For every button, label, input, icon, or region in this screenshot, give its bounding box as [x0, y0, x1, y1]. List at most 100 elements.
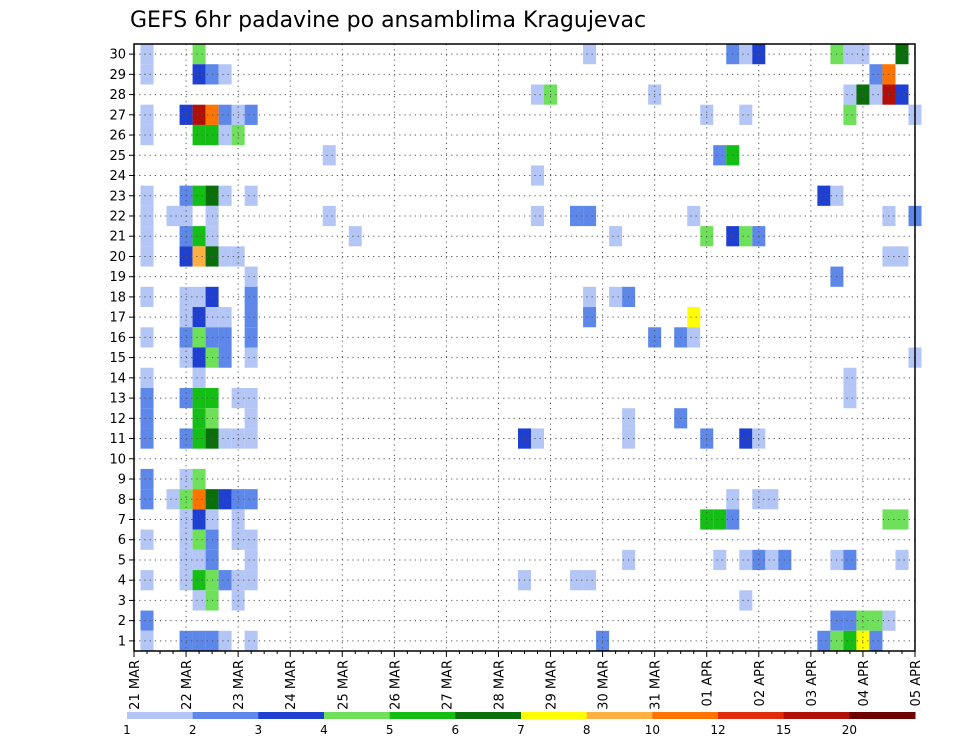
precip-cell: [843, 44, 857, 65]
precip-cell: [192, 327, 206, 348]
precip-cell: [192, 124, 206, 146]
precip-cell: [166, 489, 180, 510]
precip-cell: [218, 64, 232, 85]
precip-cell: [192, 185, 206, 206]
precip-cell: [244, 408, 258, 429]
y-tick-label: 7: [118, 513, 126, 528]
y-tick-label: 13: [109, 392, 126, 407]
y-tick-label: 29: [109, 68, 126, 83]
precip-cell: [843, 630, 857, 651]
precip-cell: [140, 387, 154, 409]
precip-cell: [244, 307, 258, 328]
precip-cell: [531, 84, 545, 105]
precip-cell: [583, 307, 597, 328]
colorbar-label: 15: [776, 723, 791, 737]
precip-cell: [817, 185, 831, 206]
precip-cell: [843, 367, 857, 388]
precip-cell: [244, 428, 258, 449]
precip-cell: [192, 64, 206, 85]
precip-cell: [192, 246, 206, 267]
x-tick-label: 22 MAR: [180, 660, 195, 710]
x-tick-label: 31 MAR: [649, 660, 664, 710]
precip-cell: [739, 44, 753, 65]
precip-cell: [244, 549, 258, 571]
colorbar-segment: [127, 712, 194, 719]
precip-cell: [583, 570, 597, 591]
precip-cell: [244, 529, 258, 550]
x-tick-label: 26 MAR: [388, 660, 403, 710]
y-tick-label: 26: [109, 129, 126, 144]
colorbar-label: 3: [255, 723, 263, 737]
precip-cell: [140, 428, 154, 449]
y-tick-label: 28: [109, 88, 126, 103]
precip-cell: [218, 124, 232, 146]
y-tick-label: 18: [109, 290, 126, 305]
x-tick-label: 02 APR: [753, 660, 768, 706]
precip-cell: [713, 509, 727, 530]
precip-cell: [739, 104, 753, 125]
precip-cell: [244, 185, 258, 206]
colorbar-label: 5: [386, 723, 394, 737]
precip-cell: [583, 286, 597, 308]
colorbar-segment: [192, 712, 259, 719]
precip-cell: [140, 124, 154, 146]
colorbar-label: 7: [517, 723, 525, 737]
precip-cell: [218, 630, 232, 651]
x-tick-label: 05 APR: [909, 660, 924, 706]
colorbar-label: 6: [452, 723, 460, 737]
precip-cell: [192, 509, 206, 530]
colorbar-segment: [324, 712, 391, 719]
precip-cell: [531, 205, 545, 227]
y-tick-label: 9: [118, 473, 126, 488]
precip-cell: [140, 44, 154, 65]
precip-cell: [713, 549, 727, 571]
precip-cell: [843, 387, 857, 409]
y-tick-label: 4: [118, 574, 126, 589]
colorbar-label: 8: [583, 723, 591, 737]
x-tick-label: 30 MAR: [597, 660, 612, 710]
y-tick-label: 8: [118, 493, 126, 508]
precip-cell: [869, 84, 883, 105]
precip-cell: [218, 104, 232, 125]
precip-cell: [140, 286, 154, 308]
precip-cell: [140, 205, 154, 227]
precip-cell: [140, 104, 154, 125]
precip-cell: [192, 307, 206, 328]
x-tick-label: 03 APR: [805, 660, 820, 706]
precip-cell: [192, 549, 206, 571]
precip-cell: [869, 64, 883, 85]
precip-cell: [244, 104, 258, 125]
y-tick-label: 22: [109, 209, 126, 224]
precip-cell: [817, 630, 831, 651]
precip-cell: [609, 286, 623, 308]
colorbar-label: 20: [842, 723, 857, 737]
y-tick-label: 5: [118, 553, 126, 568]
y-tick-label: 21: [109, 230, 126, 245]
precip-cell: [140, 630, 154, 651]
precip-cell: [583, 44, 597, 65]
colorbar-segment: [586, 712, 653, 719]
precip-cell: [244, 630, 258, 651]
precip-cell: [765, 489, 779, 510]
precip-cell: [218, 246, 232, 267]
precip-cell: [192, 529, 206, 550]
precip-cell: [583, 205, 597, 227]
precip-cell: [322, 145, 336, 166]
precip-cell: [192, 468, 206, 490]
y-tick-label: 19: [109, 270, 126, 285]
x-tick-label: 27 MAR: [440, 660, 455, 710]
precip-cell: [192, 590, 206, 611]
precip-cell: [140, 185, 154, 206]
y-tick-label: 11: [109, 432, 126, 447]
precip-cell: [218, 347, 232, 368]
precip-cell: [713, 145, 727, 166]
precip-cell: [687, 327, 701, 348]
precip-cell: [895, 84, 909, 105]
precip-cell: [322, 205, 336, 227]
precip-cell: [869, 610, 883, 631]
precip-cell: [140, 570, 154, 591]
precip-cell: [895, 549, 909, 571]
y-tick-label: 25: [109, 149, 126, 164]
y-axis: 1234567891011121314151617181920212223242…: [109, 48, 134, 649]
colorbar-segment: [849, 712, 916, 719]
